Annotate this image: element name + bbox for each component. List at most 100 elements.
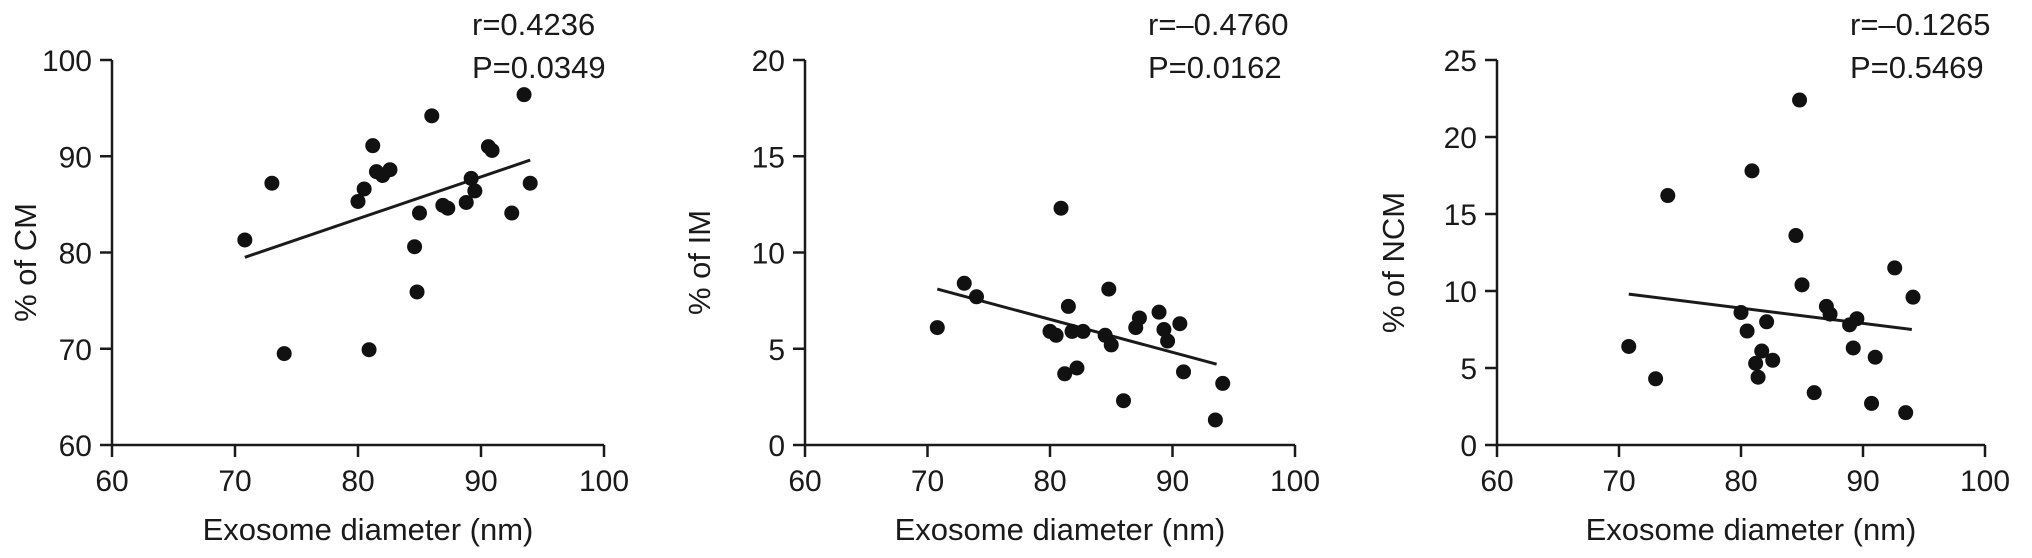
data-point [1744,163,1760,179]
y-axis-title: % of CM [8,203,43,322]
x-axis-title: Exosome diameter (nm) [895,512,1226,547]
data-point [1621,338,1637,354]
stat-label: P=0.0162 [1148,50,1282,85]
stat-label: r=–0.4760 [1148,7,1288,42]
data-point [956,275,972,291]
x-axis-title: Exosome diameter (nm) [203,512,534,547]
data-point [1788,228,1804,244]
y-tick-label: 60 [59,430,92,463]
regression-line [1628,292,1912,331]
data-point [1845,340,1861,356]
data-point [1748,355,1764,371]
scatter-panel-2: 60 70 80 90 100 0 5 10 15 20 Exosome diameter (nm)… [682,7,1320,547]
data-point [1754,343,1770,359]
data-point [356,181,372,197]
data-point [382,162,398,178]
data-point [522,175,538,191]
x-tick-label: 70 [911,465,944,498]
data-point [1156,322,1172,337]
data-point [516,87,532,103]
data-point [1172,316,1188,332]
data-point [1648,371,1664,387]
data-point [1765,352,1781,368]
data-point [1898,405,1914,421]
regression-line [244,158,531,259]
y-tick-label: 100 [42,45,92,78]
x-tick-label: 100 [1270,465,1320,498]
x-tick-label: 100 [579,465,629,498]
y-tick-label: 80 [59,238,92,271]
data-point [1064,323,1080,339]
stat-label: P=0.0349 [472,50,606,85]
data-point [1849,311,1865,327]
stat-label: r=–0.1265 [1850,7,1990,42]
data-point [1660,188,1676,204]
data-point [1867,349,1883,365]
scatter-panel-1: 60 70 80 90 100 60 70 80 90 100 Exosome diameter (… [8,7,629,547]
y-tick-label: 5 [1460,353,1477,386]
data-point [1905,289,1921,305]
x-tick-label: 90 [464,465,497,498]
data-point [1739,323,1755,339]
y-tick-label: 15 [752,141,785,174]
data-point [504,205,520,221]
data-point [424,108,440,124]
y-tick-label: 25 [1444,45,1477,78]
data-point [929,320,945,336]
data-point [1759,314,1775,330]
stat-label: r=0.4236 [472,7,595,42]
x-tick-label: 100 [1960,465,2010,498]
data-point [1057,366,1073,382]
data-point [1733,305,1749,321]
data-point [484,142,500,158]
y-tick-label: 20 [1444,122,1477,155]
x-tick-label: 90 [1846,465,1879,498]
y-axis-title: % of NCM [1376,192,1411,333]
y-tick-label: 10 [752,238,785,271]
x-tick-label: 60 [95,465,128,498]
x-tick-label: 60 [788,465,821,498]
y-tick-label: 5 [768,334,785,367]
x-tick-label: 60 [1480,465,1513,498]
x-tick-label: 70 [218,465,251,498]
data-point [1103,337,1119,353]
data-point [1864,395,1880,411]
x-tick-label: 80 [1033,465,1066,498]
data-point [350,193,366,209]
y-tick-label: 0 [768,430,785,463]
data-point [1822,306,1838,322]
data-point [1075,323,1091,339]
data-point [264,175,280,191]
data-point [1794,277,1810,293]
y-tick-label: 70 [59,334,92,367]
data-point [1060,298,1076,314]
x-tick-label: 80 [1724,465,1757,498]
data-point [1053,200,1069,216]
data-point [1215,375,1231,391]
data-point [1176,364,1192,380]
y-tick-label: 10 [1444,276,1477,309]
data-point [1207,412,1223,428]
data-point [1131,310,1147,326]
y-axis-title: % of IM [682,210,717,315]
y-tick-label: 20 [752,45,785,78]
data-point [463,170,479,186]
data-point [365,138,381,154]
data-point [440,200,456,216]
data-point [1806,385,1822,401]
x-tick-label: 90 [1156,465,1189,498]
data-point [412,205,427,221]
data-point [467,183,483,199]
data-point [1160,333,1176,349]
x-axis-title: Exosome diameter (nm) [1586,512,1917,547]
y-tick-label: 90 [59,141,92,174]
data-point [1069,360,1085,376]
data-point [458,194,474,210]
data-point [409,284,425,300]
x-tick-label: 80 [341,465,374,498]
data-point [1151,304,1167,320]
scatter-panel-3: 60 70 80 90 100 0 5 10 15 20 25 Exosome diameter (n… [1376,7,2010,547]
y-tick-label: 0 [1460,430,1477,463]
